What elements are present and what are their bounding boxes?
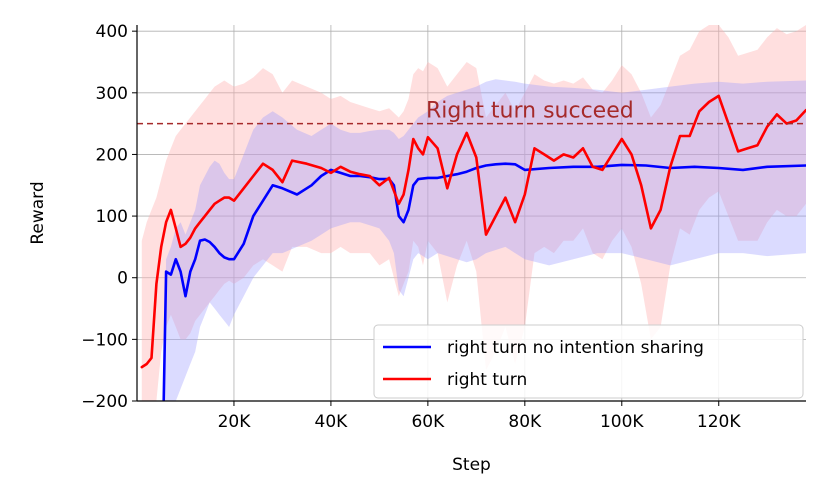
y-tick-label-0: −200 <box>81 392 128 412</box>
annotation-label: Right turn succeed <box>426 99 634 124</box>
x-tick-label-0: 20K <box>218 412 252 432</box>
band-no-intention-sharing <box>163 79 806 401</box>
y-tick-label-2: 0 <box>117 269 128 289</box>
y-tick-label-6: 400 <box>96 22 128 42</box>
line-right-turn <box>140 94 806 369</box>
band-right-turn <box>141 25 806 401</box>
confidence-bands <box>141 25 806 401</box>
x-axis-title: Step <box>452 455 491 475</box>
grid <box>137 25 806 402</box>
x-tick-label-1: 40K <box>315 412 349 432</box>
axes <box>132 25 806 406</box>
y-tick-label-4: 200 <box>96 145 128 165</box>
legend: right turn no intention sharing right tur… <box>373 324 804 399</box>
tick-labels: 20K 40K 60K 80K 100K 120K −200 −100 0 100 200 300 40… <box>81 22 741 432</box>
x-tick-label-5: 120K <box>697 412 741 432</box>
y-tick-label-5: 300 <box>96 84 128 104</box>
y-tick-label-3: 100 <box>96 207 128 227</box>
x-tick-label-3: 80K <box>508 412 542 432</box>
x-tick-label-2: 60K <box>411 412 445 432</box>
x-tick-label-4: 100K <box>600 412 644 432</box>
y-tick-label-1: −100 <box>81 330 128 350</box>
legend-label-1: right turn <box>447 370 527 390</box>
legend-box <box>373 324 804 399</box>
legend-label-0: right turn no intention sharing <box>447 338 704 358</box>
line-no-intention-sharing <box>162 162 806 401</box>
annotation: Right turn succeed <box>137 99 806 125</box>
y-axis-title: Reward <box>28 181 48 244</box>
series-lines <box>140 94 806 401</box>
